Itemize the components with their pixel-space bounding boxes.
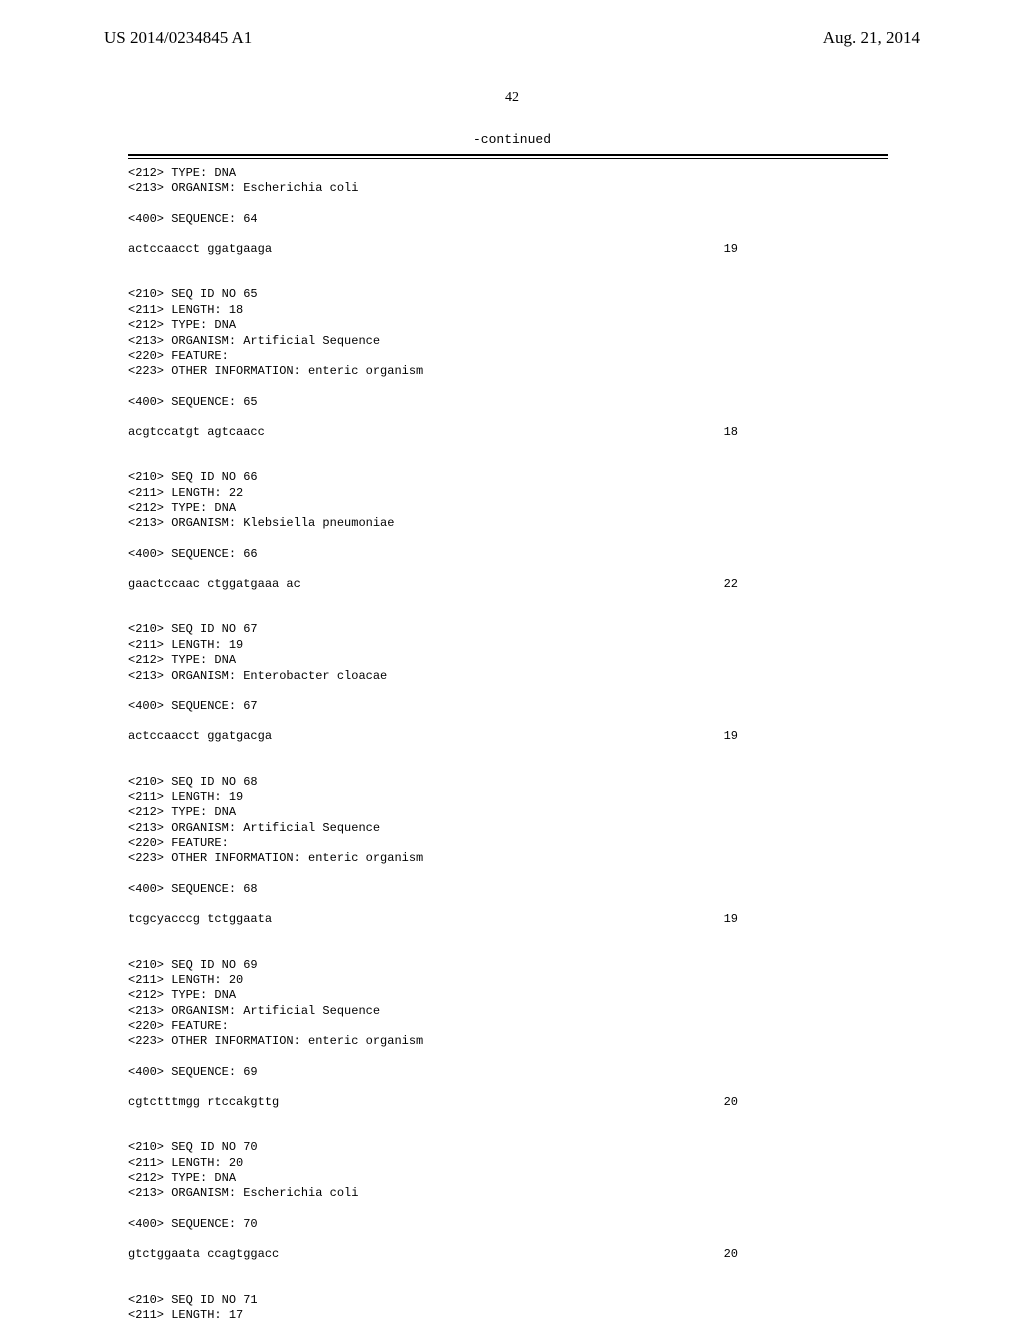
blank-line [128, 1202, 888, 1217]
sequence-length: 19 [724, 242, 738, 257]
sequence-text: tcgcyacccg tctggaata [128, 912, 272, 927]
horizontal-rule [128, 154, 888, 159]
seq-meta-line: <211> LENGTH: 18 [128, 303, 888, 318]
blank-line [128, 1080, 888, 1095]
seq-label: <400> SEQUENCE: 70 [128, 1217, 888, 1232]
blank-line [128, 410, 888, 425]
sequence-text: actccaacct ggatgacga [128, 729, 272, 744]
seq-meta-line: <212> TYPE: DNA [128, 653, 888, 668]
page-number: 42 [0, 90, 1024, 106]
seq-label: <400> SEQUENCE: 69 [128, 1065, 888, 1080]
sequence-row: gaactccaac ctggatgaaa ac 22 [128, 577, 738, 592]
seq-meta-line: <220> FEATURE: [128, 836, 888, 851]
seq-meta-line: <213> ORGANISM: Enterobacter cloacae [128, 669, 888, 684]
seq-meta-line: <211> LENGTH: 19 [128, 790, 888, 805]
sequence-row: actccaacct ggatgacga 19 [128, 729, 738, 744]
seq-meta-line: <212> TYPE: DNA [128, 805, 888, 820]
seq-meta-line: <213> ORGANISM: Artificial Sequence [128, 334, 888, 349]
seq-meta-line: <212> TYPE: DNA [128, 318, 888, 333]
page: US 2014/0234845 A1 Aug. 21, 2014 42 -con… [0, 0, 1024, 1320]
blank-line [128, 867, 888, 882]
sequence-row: cgtctttmgg rtccakgttg 20 [128, 1095, 738, 1110]
blank-line [128, 197, 888, 212]
seq-meta-line: <211> LENGTH: 19 [128, 638, 888, 653]
seq-meta-line: <220> FEATURE: [128, 349, 888, 364]
header-pub-number: US 2014/0234845 A1 [104, 28, 252, 48]
seq-meta-line: <223> OTHER INFORMATION: enteric organis… [128, 851, 888, 866]
seq-meta-line: <223> OTHER INFORMATION: enteric organis… [128, 364, 888, 379]
sequence-length: 19 [724, 912, 738, 927]
seq-meta-line: <212> TYPE: DNA [128, 501, 888, 516]
seq-meta-line: <210> SEQ ID NO 71 [128, 1293, 888, 1308]
seq-meta-line: <213> ORGANISM: Escherichia coli [128, 1186, 888, 1201]
seq-label: <400> SEQUENCE: 66 [128, 547, 888, 562]
seq-meta-line: <212> TYPE: DNA [128, 988, 888, 1003]
header-date: Aug. 21, 2014 [823, 28, 920, 48]
blank-line [128, 562, 888, 577]
blank-line [128, 1232, 888, 1247]
seq-meta-line: <211> LENGTH: 20 [128, 973, 888, 988]
sequence-row: gtctggaata ccagtggacc 20 [128, 1247, 738, 1262]
sequence-text: gaactccaac ctggatgaaa ac [128, 577, 301, 592]
seq-meta-line: <210> SEQ ID NO 70 [128, 1140, 888, 1155]
sequence-row: tcgcyacccg tctggaata 19 [128, 912, 738, 927]
sequence-row: actccaacct ggatgaaga 19 [128, 242, 738, 257]
sequence-length: 20 [724, 1095, 738, 1110]
entry-gap [128, 440, 888, 470]
seq-meta-line: <210> SEQ ID NO 68 [128, 775, 888, 790]
seq-label: <400> SEQUENCE: 67 [128, 699, 888, 714]
blank-line [128, 532, 888, 547]
seq-meta-line: <210> SEQ ID NO 66 [128, 470, 888, 485]
seq-meta-line: <211> LENGTH: 22 [128, 486, 888, 501]
sequence-text: actccaacct ggatgaaga [128, 242, 272, 257]
seq-meta-line: <213> ORGANISM: Klebsiella pneumoniae [128, 516, 888, 531]
seq-meta-line: <210> SEQ ID NO 69 [128, 958, 888, 973]
seq-meta-line: <211> LENGTH: 17 [128, 1308, 888, 1323]
entry-gap [128, 745, 888, 775]
seq-meta-line: <220> FEATURE: [128, 1019, 888, 1034]
seq-meta-line: <223> OTHER INFORMATION: enteric organis… [128, 1034, 888, 1049]
blank-line [128, 714, 888, 729]
blank-line [128, 380, 888, 395]
sequence-length: 22 [724, 577, 738, 592]
sequence-listing: <212> TYPE: DNA<213> ORGANISM: Escherich… [128, 166, 888, 1323]
sequence-length: 18 [724, 425, 738, 440]
entry-gap [128, 928, 888, 958]
entry-gap [128, 257, 888, 287]
seq-label: <400> SEQUENCE: 64 [128, 212, 888, 227]
blank-line [128, 897, 888, 912]
continued-label: -continued [0, 132, 1024, 147]
seq-meta-line: <210> SEQ ID NO 67 [128, 622, 888, 637]
seq-meta-line: <211> LENGTH: 20 [128, 1156, 888, 1171]
blank-line [128, 227, 888, 242]
seq-meta-line: <213> ORGANISM: Escherichia coli [128, 181, 888, 196]
seq-meta-line: <213> ORGANISM: Artificial Sequence [128, 1004, 888, 1019]
seq-label: <400> SEQUENCE: 65 [128, 395, 888, 410]
seq-meta-line: <210> SEQ ID NO 65 [128, 287, 888, 302]
seq-meta-line: <212> TYPE: DNA [128, 1171, 888, 1186]
seq-meta-line: <213> ORGANISM: Artificial Sequence [128, 821, 888, 836]
sequence-text: acgtccatgt agtcaacc [128, 425, 265, 440]
sequence-text: cgtctttmgg rtccakgttg [128, 1095, 279, 1110]
sequence-length: 20 [724, 1247, 738, 1262]
entry-gap [128, 592, 888, 622]
entry-gap [128, 1110, 888, 1140]
sequence-text: gtctggaata ccagtggacc [128, 1247, 279, 1262]
sequence-length: 19 [724, 729, 738, 744]
entry-gap [128, 1263, 888, 1293]
seq-label: <400> SEQUENCE: 68 [128, 882, 888, 897]
blank-line [128, 1050, 888, 1065]
seq-meta-line: <212> TYPE: DNA [128, 166, 888, 181]
sequence-row: acgtccatgt agtcaacc 18 [128, 425, 738, 440]
blank-line [128, 684, 888, 699]
